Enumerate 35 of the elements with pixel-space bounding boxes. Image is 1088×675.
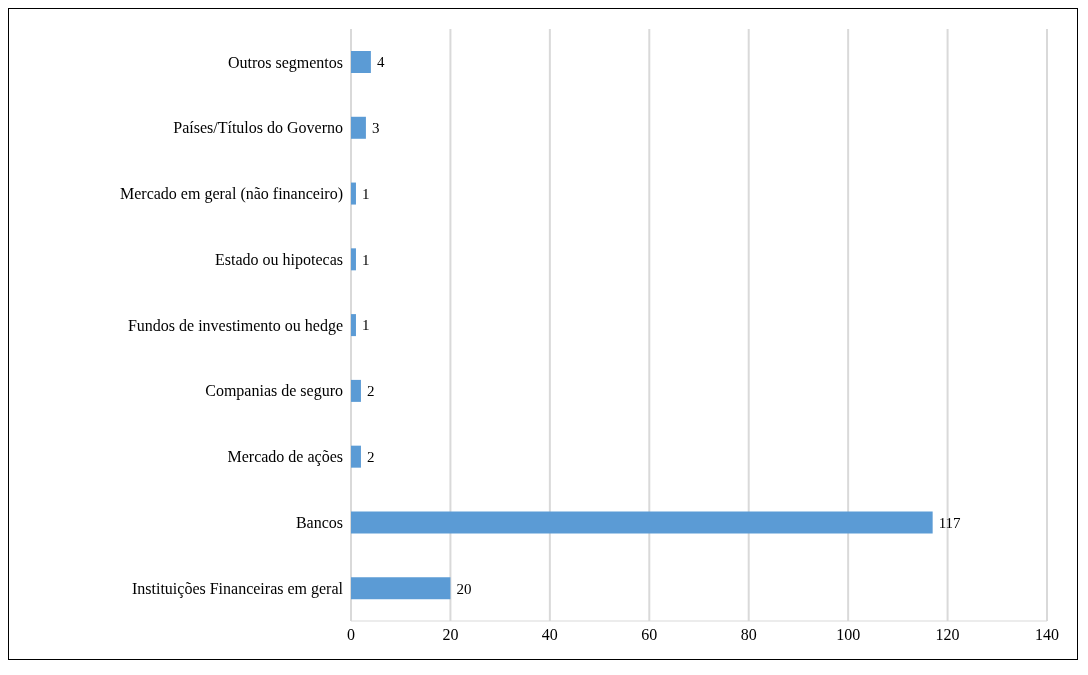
data-label: 1: [361, 251, 370, 268]
bar: [351, 248, 356, 271]
bar: [351, 314, 356, 337]
bar: [351, 511, 933, 534]
y-tick-label: Outros segmentos: [227, 53, 343, 72]
data-label: 2: [366, 383, 375, 400]
data-label: 3: [371, 120, 380, 137]
data-label: 117: [938, 514, 962, 531]
data-label: 4: [376, 54, 385, 71]
y-tick-label: Estado ou hipotecas: [215, 250, 343, 269]
data-label: 2: [366, 448, 375, 465]
y-tick-label: Mercado de ações: [227, 448, 343, 467]
y-tick-label: Fundos de investimento ou hedge: [127, 316, 343, 335]
x-tick-label: 100: [836, 626, 861, 644]
y-tick-label: Mercado em geral (não financeiro): [120, 185, 343, 204]
bar: [351, 577, 451, 600]
y-tick-label: Bancos: [295, 514, 343, 532]
x-tick-label: 80: [740, 626, 757, 644]
x-tick-label: 120: [935, 626, 960, 644]
bar: [351, 182, 356, 205]
data-label: 1: [361, 185, 370, 202]
bar: [351, 379, 361, 402]
y-tick-label: Companias de seguro: [205, 382, 343, 401]
bar: [351, 445, 361, 468]
y-tick-label: Países/Títulos do Governo: [173, 119, 343, 137]
bar: [351, 116, 366, 139]
x-tick-label: 60: [641, 626, 658, 644]
data-label: 20: [456, 580, 472, 597]
x-tick-label: 0: [347, 626, 355, 644]
bar: [351, 51, 371, 73]
x-tick-label: 20: [442, 626, 459, 644]
y-tick-label: Instituições Financeiras em geral: [131, 579, 344, 598]
x-tick-label: 140: [1035, 626, 1059, 644]
x-tick-label: 40: [541, 626, 558, 644]
data-label: 1: [361, 317, 370, 334]
